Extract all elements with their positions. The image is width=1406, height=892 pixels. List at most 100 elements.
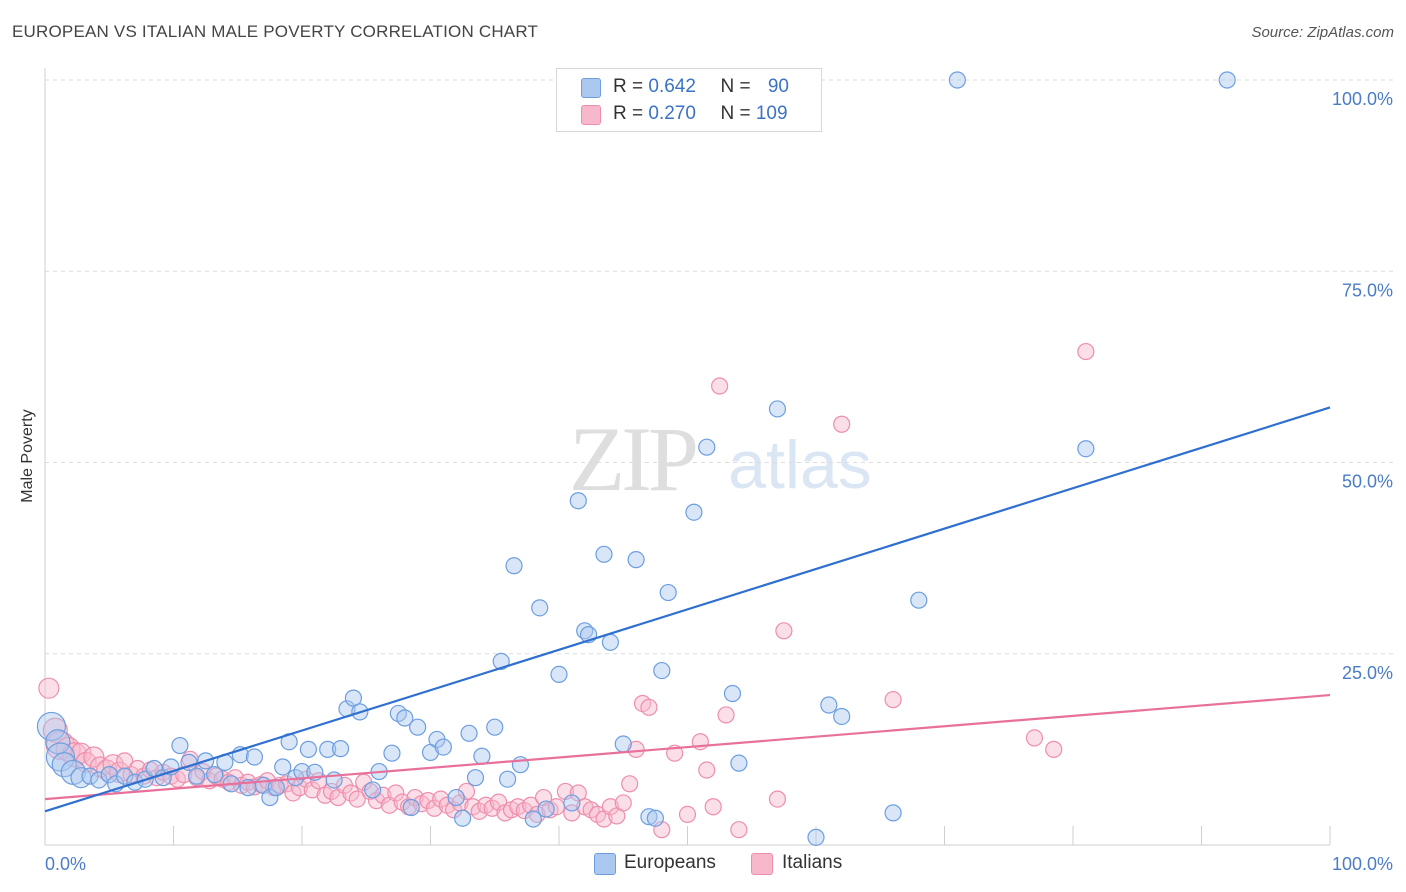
italians-point [698, 761, 716, 779]
stats-legend: R = 0.642 N = 90 R = 0.270 N = 109 [556, 68, 822, 132]
europeans-point [460, 724, 478, 742]
europeans-point [402, 798, 420, 817]
europeans-point [723, 684, 742, 703]
europeans-point [820, 696, 838, 714]
europeans-point [274, 758, 292, 776]
europeans-trend-line [44, 406, 1331, 813]
watermark-zip: ZIP [569, 408, 696, 510]
n-value: 109 [755, 103, 788, 124]
europeans-point [171, 736, 189, 755]
europeans-point [81, 767, 99, 785]
europeans-point [730, 754, 748, 772]
europeans-point [344, 689, 362, 707]
europeans-point [531, 599, 549, 617]
europeans-point [409, 718, 427, 736]
europeans-points [36, 71, 1236, 846]
italians-point [569, 784, 587, 802]
europeans-point [640, 808, 658, 826]
europeans-point [45, 742, 76, 772]
y-tick-label: 25.0% [1342, 663, 1393, 683]
europeans-legend-swatch [594, 853, 616, 875]
y-tick-label: 50.0% [1342, 472, 1393, 492]
italians-point [116, 752, 134, 770]
n-value: 90 [767, 76, 789, 97]
europeans-point [434, 738, 452, 756]
europeans-point [319, 740, 337, 758]
europeans-point [293, 762, 311, 781]
europeans-point [267, 779, 285, 797]
europeans-point [454, 809, 472, 827]
italians-point [614, 794, 632, 812]
europeans-point [563, 794, 581, 812]
italians-point [457, 782, 476, 801]
n-label: N = [720, 76, 756, 97]
watermark: ZIP atlas [569, 408, 872, 510]
italians-point [1077, 342, 1095, 361]
europeans-point [768, 400, 787, 418]
europeans-point [486, 718, 504, 736]
europeans-point [299, 740, 318, 758]
italians-point [711, 377, 729, 395]
italians-point [627, 740, 645, 758]
italians-point [342, 784, 360, 802]
europeans-point [653, 661, 671, 680]
italians-point [1045, 740, 1063, 758]
europeans-point [245, 748, 264, 766]
europeans-point [595, 545, 613, 563]
europeans-point [261, 788, 279, 807]
europeans-point [646, 809, 664, 827]
europeans-point [466, 769, 485, 787]
y-tick-label: 100.0% [1332, 89, 1393, 109]
europeans-point [364, 781, 382, 799]
axes [44, 68, 1331, 846]
europeans-point [331, 740, 350, 758]
italians-point [884, 691, 902, 709]
r-label: R = [613, 76, 649, 97]
italians-point [775, 622, 793, 640]
r-value: 0.642 [648, 76, 696, 97]
italians-point [717, 706, 735, 724]
chart-title: EUROPEAN VS ITALIAN MALE POVERTY CORRELA… [12, 22, 539, 41]
italians-point [621, 775, 639, 793]
europeans-point [383, 744, 401, 762]
italians-point [678, 805, 697, 824]
europeans-point [36, 711, 67, 742]
r-value: 0.270 [648, 103, 696, 124]
europeans-point [948, 71, 966, 89]
europeans-point [685, 503, 703, 521]
europeans-point [884, 804, 902, 822]
europeans-point [116, 767, 134, 785]
italians-point [640, 698, 658, 716]
europeans-point [659, 583, 677, 602]
italians-point [470, 802, 488, 820]
italians-point [406, 788, 424, 807]
italians-trend-line [44, 693, 1331, 801]
europeans-point [910, 591, 928, 609]
x-tick-label: 0.0% [45, 854, 86, 874]
italians-point [303, 781, 321, 799]
stats-text-europeans: R = 0.642 N = 90 [613, 76, 789, 98]
europeans-point [45, 729, 71, 755]
grid [45, 79, 1394, 655]
trend-lines [44, 406, 1331, 813]
italians-point [768, 790, 787, 808]
italians-point [730, 821, 748, 839]
italians-point [833, 415, 851, 433]
source-label: Source: ZipAtlas.com [1251, 24, 1394, 41]
italians-point [38, 677, 60, 699]
europeans-point [601, 633, 620, 651]
watermark-atlas: atlas [728, 427, 872, 503]
europeans-point [627, 551, 645, 569]
italians-point [348, 790, 366, 808]
italians-point [387, 784, 405, 802]
europeans-point [1077, 440, 1095, 458]
europeans-point [833, 707, 851, 726]
europeans-point [188, 767, 206, 785]
italians-point [1025, 729, 1044, 747]
italians-point [483, 799, 501, 817]
r-label: R = [613, 103, 649, 124]
tick-labels: 25.0% 50.0% 75.0% 100.0% 0.0% 100.0% [45, 89, 1393, 874]
n-label: N = [720, 103, 756, 124]
europeans-swatch [581, 78, 601, 98]
